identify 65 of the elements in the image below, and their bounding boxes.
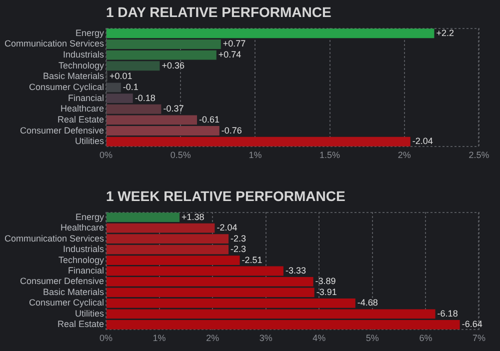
data-label: +0.01 [109, 71, 132, 82]
x-tick-label: 3% [259, 332, 272, 343]
bar [106, 61, 160, 71]
data-label: -0.61 [199, 114, 220, 124]
x-tick-label: 2.5% [468, 150, 490, 160]
y-tick-label: Real Estate [57, 319, 104, 330]
data-label: -3.91 [316, 286, 337, 297]
bar [106, 212, 180, 222]
y-tick-label: Financial [68, 92, 104, 103]
y-tick-label: Industrials [62, 50, 104, 60]
x-tick-label: 0.5% [170, 150, 191, 160]
data-label: -6.64 [462, 319, 482, 330]
data-label: -2.04 [216, 222, 238, 233]
data-label: -0.76 [221, 125, 242, 136]
y-tick-label: Communication Services [4, 233, 104, 244]
y-tick-label: Real Estate [57, 114, 104, 124]
data-label: -0.1 [122, 82, 138, 92]
data-label: +2.2 [436, 28, 454, 38]
x-tick-label: 2% [398, 150, 411, 160]
y-tick-label: Communication Services [4, 38, 104, 49]
data-label: -4.68 [357, 298, 378, 308]
bar [106, 136, 410, 146]
data-label: -0.18 [134, 92, 156, 103]
y-tick-label: Basic Materials [42, 71, 104, 82]
x-tick-label: 1.5% [320, 150, 340, 160]
y-tick-label: Consumer Cyclical [28, 298, 104, 308]
y-tick-label: Utilities [74, 136, 104, 146]
y-tick-label: Healthcare [60, 222, 104, 233]
data-label: -3.33 [285, 265, 306, 276]
x-tick-label: 4% [312, 332, 326, 343]
data-label: +0.36 [162, 60, 184, 70]
bar [106, 28, 434, 38]
data-label: -2.51 [242, 254, 262, 265]
y-tick-label: Industrials [62, 244, 104, 254]
y-tick-label: Basic Materials [42, 286, 104, 297]
x-tick-label: 5% [366, 332, 379, 343]
x-tick-label: 7% [472, 332, 486, 343]
chart-title: 1 DAY RELATIVE PERFORMANCE [106, 4, 332, 20]
y-tick-label: Energy [75, 212, 104, 222]
data-label: -2.04 [412, 136, 433, 146]
y-tick-label: Utilities [74, 308, 104, 318]
y-tick-label: Financial [68, 265, 104, 276]
data-label: -6.18 [437, 308, 458, 318]
x-tick-label: 6% [419, 332, 432, 343]
data-label: +1.38 [182, 212, 204, 222]
data-label: +0.74 [218, 50, 242, 60]
x-tick-label: 1% [248, 150, 262, 160]
y-tick-label: Energy [75, 28, 104, 38]
y-tick-label: Technology [58, 254, 104, 265]
data-label: -2.3 [230, 233, 246, 244]
y-tick-label: Consumer Defensive [20, 276, 104, 286]
y-tick-label: Healthcare [60, 104, 104, 114]
y-tick-label: Consumer Cyclical [28, 82, 104, 92]
x-tick-label: 0% [99, 332, 113, 343]
bar [106, 104, 162, 114]
y-tick-label: Consumer Defensive [20, 125, 104, 136]
data-label: -0.37 [163, 104, 184, 114]
x-tick-label: 0% [99, 150, 113, 160]
data-label: +0.77 [222, 38, 246, 49]
x-tick-label: 1% [152, 332, 166, 343]
data-label: -3.89 [315, 276, 336, 286]
chart-title: 1 WEEK RELATIVE PERFORMANCE [106, 188, 346, 204]
x-tick-label: 2% [206, 332, 220, 343]
data-label: -2.3 [230, 244, 246, 254]
y-tick-label: Technology [58, 60, 104, 70]
